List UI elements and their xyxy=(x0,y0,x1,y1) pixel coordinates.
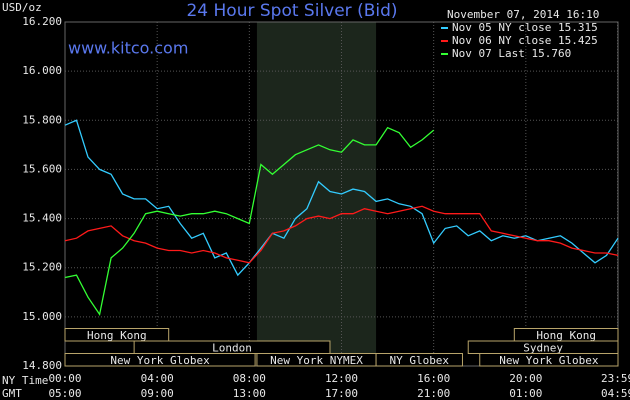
y-tick-label: 15.200 xyxy=(22,261,62,274)
x-tick-label: 23:59 xyxy=(601,372,630,385)
y-tick-label: 15.400 xyxy=(22,212,62,225)
session-label: NY Globex xyxy=(389,354,449,367)
y-tick-label: 16.000 xyxy=(22,64,62,77)
session-shade xyxy=(256,22,377,366)
x-tick-label: 12:00 xyxy=(325,372,358,385)
session-label: Hong Kong xyxy=(87,329,147,342)
session-label: Sydney xyxy=(523,341,563,354)
session-box xyxy=(375,353,463,367)
series-line xyxy=(64,119,619,277)
x-tick-label: 04:00 xyxy=(141,372,174,385)
session-label: London xyxy=(212,341,252,354)
x2-tick-label: 13:00 xyxy=(233,387,266,400)
series-line xyxy=(64,205,619,264)
legend-label: Nov 06 NY close 15.425 xyxy=(452,34,598,47)
source-url: www.kitco.com xyxy=(68,39,188,58)
session-box xyxy=(64,353,256,367)
x2-tick-label: 04:59 xyxy=(601,387,630,400)
timestamp: November 07, 2014 16:10 xyxy=(447,8,599,21)
legend-label: Nov 07 Last 15.760 xyxy=(452,47,571,60)
session-box xyxy=(479,353,619,367)
y-tick-label: 15.600 xyxy=(22,162,62,175)
y-tick-label: 15.000 xyxy=(22,310,62,323)
x2-tick-label: 01:00 xyxy=(509,387,542,400)
session-label: New York Globex xyxy=(499,354,599,367)
session-box xyxy=(64,328,170,342)
x-tick-label: 20:00 xyxy=(509,372,542,385)
x-tick-label: 00:00 xyxy=(48,372,81,385)
session-label: New York Globex xyxy=(110,354,210,367)
x2-tick-label: 05:00 xyxy=(48,387,81,400)
x2-tick-label: 21:00 xyxy=(417,387,450,400)
y-tick-label: 15.800 xyxy=(22,113,62,126)
y-tick-label: 14.800 xyxy=(22,359,62,372)
legend-label: Nov 05 NY close 15.315 xyxy=(452,21,598,34)
x-tick-label: 08:00 xyxy=(233,372,266,385)
session-label: New York NYMEX xyxy=(270,354,363,367)
x2-tick-label: 17:00 xyxy=(325,387,358,400)
series-line xyxy=(64,126,435,317)
x-axis-label: NY Time xyxy=(2,374,48,387)
chart-title: 24 Hour Spot Silver (Bid) xyxy=(186,1,397,21)
session-label: Hong Kong xyxy=(536,329,596,342)
x2-tick-label: 09:00 xyxy=(141,387,174,400)
y-axis-label: USD/oz xyxy=(2,1,42,14)
y-tick-label: 16.200 xyxy=(22,15,62,28)
x-tick-label: 16:00 xyxy=(417,372,450,385)
x2-axis-label: GMT xyxy=(2,387,22,400)
